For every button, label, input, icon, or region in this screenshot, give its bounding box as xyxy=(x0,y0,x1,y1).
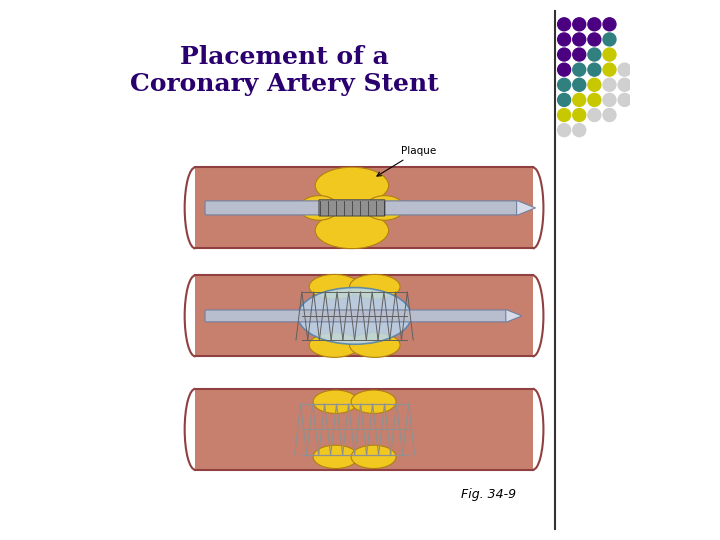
Polygon shape xyxy=(516,200,536,215)
Circle shape xyxy=(557,78,571,91)
Circle shape xyxy=(557,124,571,137)
Circle shape xyxy=(603,48,616,61)
Ellipse shape xyxy=(315,167,389,204)
Ellipse shape xyxy=(315,212,389,248)
Polygon shape xyxy=(195,275,533,356)
Polygon shape xyxy=(505,309,522,322)
Polygon shape xyxy=(195,167,533,248)
Circle shape xyxy=(573,124,586,137)
Circle shape xyxy=(588,63,601,76)
Circle shape xyxy=(573,63,586,76)
Circle shape xyxy=(603,33,616,46)
Ellipse shape xyxy=(349,333,400,357)
Ellipse shape xyxy=(309,333,360,357)
Circle shape xyxy=(618,78,631,91)
Circle shape xyxy=(588,93,601,106)
Circle shape xyxy=(603,63,616,76)
Circle shape xyxy=(573,18,586,31)
Circle shape xyxy=(573,93,586,106)
Circle shape xyxy=(557,109,571,122)
Circle shape xyxy=(603,93,616,106)
Text: Placement of a: Placement of a xyxy=(180,45,389,69)
Ellipse shape xyxy=(313,445,358,469)
Circle shape xyxy=(573,78,586,91)
Circle shape xyxy=(603,18,616,31)
Circle shape xyxy=(588,33,601,46)
Circle shape xyxy=(557,18,571,31)
Ellipse shape xyxy=(351,390,396,414)
FancyBboxPatch shape xyxy=(205,201,518,215)
Circle shape xyxy=(557,33,571,46)
Circle shape xyxy=(573,33,586,46)
Circle shape xyxy=(573,48,586,61)
Circle shape xyxy=(588,109,601,122)
Ellipse shape xyxy=(300,195,338,220)
Circle shape xyxy=(588,48,601,61)
FancyBboxPatch shape xyxy=(205,310,507,322)
Circle shape xyxy=(557,63,571,76)
Circle shape xyxy=(557,93,571,106)
Text: Fig. 34-9: Fig. 34-9 xyxy=(462,488,517,501)
FancyBboxPatch shape xyxy=(319,200,385,216)
Ellipse shape xyxy=(313,390,358,414)
Circle shape xyxy=(603,109,616,122)
Text: Plaque: Plaque xyxy=(377,146,436,176)
Circle shape xyxy=(603,78,616,91)
Ellipse shape xyxy=(365,195,404,220)
Circle shape xyxy=(557,48,571,61)
Circle shape xyxy=(588,18,601,31)
Ellipse shape xyxy=(349,274,400,299)
Ellipse shape xyxy=(298,287,411,345)
Circle shape xyxy=(588,78,601,91)
Text: Coronary Artery Stent: Coronary Artery Stent xyxy=(130,72,438,96)
Circle shape xyxy=(618,63,631,76)
Ellipse shape xyxy=(351,445,396,469)
Circle shape xyxy=(573,109,586,122)
Circle shape xyxy=(618,93,631,106)
Polygon shape xyxy=(195,389,533,470)
Ellipse shape xyxy=(309,274,360,299)
